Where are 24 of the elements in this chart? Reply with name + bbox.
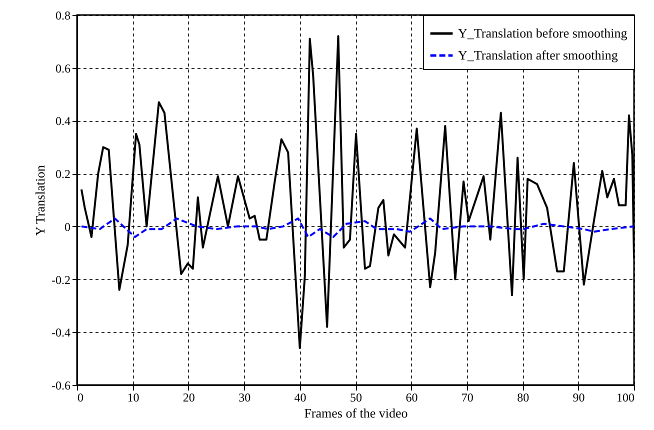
y-tick-label: 0.2 [56, 167, 70, 182]
x-tick-label: 50 [350, 390, 362, 404]
x-tick-label: 40 [294, 390, 306, 404]
x-tick-label: 0 [78, 390, 84, 404]
y-tick-label: 0.4 [56, 114, 70, 128]
y-tick-label: 0.6 [56, 61, 70, 76]
x-tick-label: 90 [572, 390, 585, 404]
x-axis-title: Frames of the video [304, 406, 408, 420]
legend-label: Y_Translation before smoothing [458, 26, 628, 40]
y-tick-label: -0.6 [52, 378, 70, 392]
x-tick-label: 20 [182, 390, 195, 404]
line-series [80, 218, 634, 238]
y-tick-label: 0 [64, 220, 70, 234]
y-tick-label: 0.8 [56, 8, 70, 22]
legend-label: Y_Translation after smoothing [458, 48, 618, 62]
x-tick-label: 60 [406, 390, 418, 404]
x-tick-label: 80 [517, 390, 530, 404]
y-axis-title: Y Translation [32, 164, 48, 236]
x-tick-label: 100 [616, 390, 634, 404]
x-tick-label: 70 [461, 390, 474, 404]
y-tick-label: -0.2 [52, 272, 70, 287]
x-tick-label: 10 [127, 390, 140, 404]
x-tick-label: 30 [238, 390, 251, 404]
y-tick-label: -0.4 [52, 326, 70, 340]
